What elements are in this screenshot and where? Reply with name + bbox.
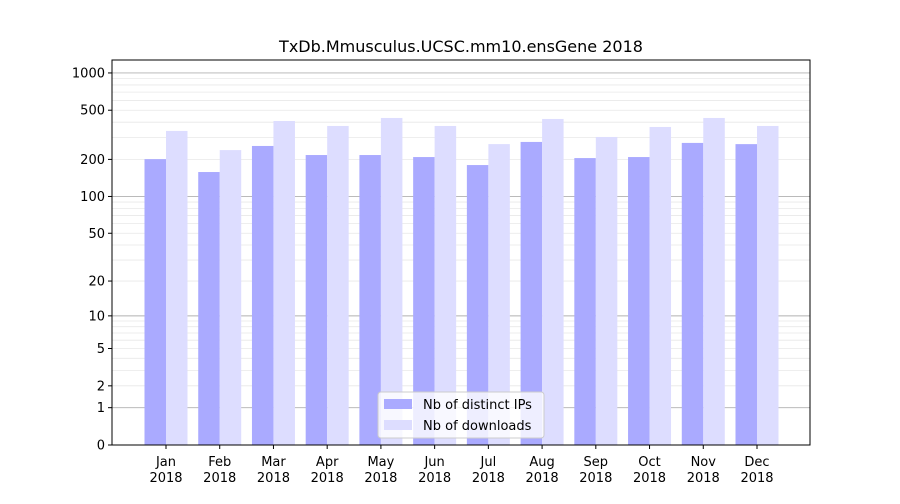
bar-downloads: [219, 150, 242, 445]
x-tick-label-line: 2018: [579, 471, 612, 486]
x-tick-label-line: Jun: [423, 455, 444, 470]
x-tick-label-line: Jan: [155, 455, 176, 470]
x-tick-label: Jul 2018: [472, 455, 505, 486]
y-tick-label: 10: [88, 309, 105, 324]
bar-distinct-ips: [198, 172, 220, 445]
x-tick-label-line: 2018: [149, 471, 182, 486]
y-tick-label: 20: [88, 275, 105, 290]
bar-distinct-ips: [359, 155, 381, 446]
x-tick-label-line: Feb: [208, 455, 231, 470]
x-tick-label-line: 2018: [418, 471, 451, 486]
x-tick-label: Sep 2018: [579, 455, 612, 486]
x-tick-label-line: 2018: [472, 471, 505, 486]
legend-label: Nb of distinct IPs: [423, 398, 532, 413]
x-tick-label: Feb 2018: [203, 455, 236, 486]
plot-frame: [111, 59, 811, 446]
x-tick-label-line: Apr: [316, 455, 339, 470]
y-tick-label: 50: [88, 227, 105, 242]
bar-downloads: [703, 117, 725, 446]
x-tick-label: Jun 2018: [418, 455, 451, 486]
bar-downloads: [434, 125, 457, 445]
bar-distinct-ips: [413, 157, 435, 445]
x-tick-label-line: Mar: [261, 455, 286, 470]
legend-swatch: [384, 420, 412, 430]
x-tick-label-line: Sep: [584, 455, 609, 470]
x-tick-label-line: Aug: [529, 455, 554, 470]
chart-title: TxDb.Mmusculus.UCSC.mm10.ensGene 2018: [278, 37, 643, 56]
x-tick-label: Nov 2018: [687, 455, 720, 486]
x-tick-label-line: Jul: [480, 455, 497, 470]
bar-downloads: [757, 125, 779, 445]
x-tick-label-line: May: [367, 455, 394, 470]
y-tick-label: 0: [97, 439, 105, 454]
legend-label: Nb of downloads: [423, 419, 532, 434]
y-tick-label: 2: [97, 379, 105, 394]
legend-swatch: [384, 399, 412, 409]
x-tick-label-line: 2018: [526, 471, 559, 486]
y-tick-label: 1: [97, 401, 105, 416]
bar-downloads: [542, 118, 564, 445]
bar-distinct-ips: [144, 159, 166, 446]
bar-distinct-ips: [628, 157, 650, 445]
bar-distinct-ips: [251, 145, 274, 445]
y-tick-label: 200: [80, 153, 105, 168]
bar-distinct-ips: [681, 142, 704, 445]
legend: Nb of distinct IPs Nb of downloads: [377, 391, 545, 439]
bar-downloads: [166, 130, 188, 445]
x-tick-label: Aug 2018: [526, 455, 559, 486]
bar-distinct-ips: [574, 158, 596, 446]
x-tick-label-line: 2018: [687, 471, 720, 486]
x-tick-label: Mar 2018: [257, 455, 290, 486]
x-tick-label-line: 2018: [203, 471, 236, 486]
y-tick-label: 1000: [72, 66, 105, 81]
x-tick-label-line: 2018: [364, 471, 397, 486]
x-tick-label: Dec 2018: [740, 455, 773, 486]
bar-downloads: [380, 117, 403, 446]
bar-distinct-ips: [520, 141, 543, 445]
x-tick-label-line: 2018: [633, 471, 666, 486]
bar-downloads: [488, 144, 510, 445]
bar-distinct-ips: [466, 165, 489, 445]
y-tick-label: 500: [80, 104, 105, 119]
x-tick-label-line: Nov: [691, 455, 717, 470]
legend-box: [377, 391, 545, 439]
y-tick-label: 5: [97, 342, 105, 357]
bar-distinct-ips: [735, 144, 757, 445]
bar-downloads: [327, 125, 349, 445]
x-tick-label-line: 2018: [311, 471, 344, 486]
y-tick-label: 100: [80, 190, 105, 205]
x-tick-label: Jan 2018: [149, 455, 182, 486]
x-tick-label-line: Oct: [638, 455, 660, 470]
x-tick-label: Oct 2018: [633, 455, 666, 486]
bar-downloads: [595, 136, 618, 445]
bar-downloads: [649, 126, 672, 445]
bar-downloads: [273, 121, 295, 445]
x-tick-label-line: Dec: [744, 455, 769, 470]
x-tick-label-line: 2018: [257, 471, 290, 486]
x-tick-label: May 2018: [364, 455, 397, 486]
x-tick-label: Apr 2018: [311, 455, 344, 486]
bar-distinct-ips: [305, 155, 328, 446]
x-tick-label-line: 2018: [740, 471, 773, 486]
